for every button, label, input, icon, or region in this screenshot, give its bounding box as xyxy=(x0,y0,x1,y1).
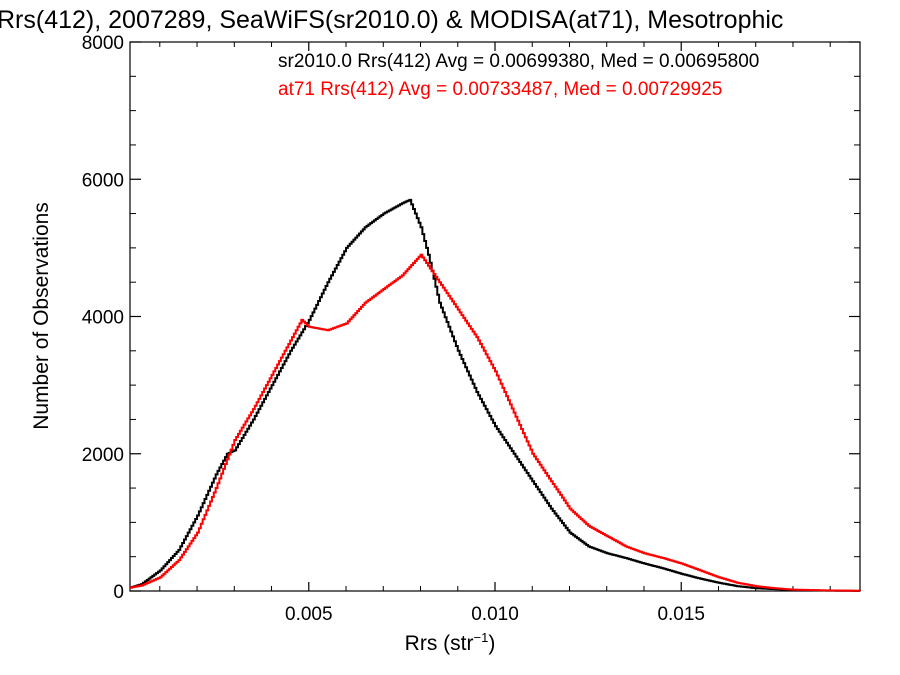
y-tick-label: 4000 xyxy=(82,308,124,329)
legend-entry-series-1: sr2010.0 Rrs(412) Avg = 0.00699380, Med … xyxy=(278,51,759,72)
x-axis-label-close: ) xyxy=(488,632,495,655)
legend: sr2010.0 Rrs(412) Avg = 0.00699380, Med … xyxy=(278,51,759,100)
y-tick-label: 8000 xyxy=(82,33,124,54)
legend-entry-series-2: at71 Rrs(412) Avg = 0.00733487, Med = 0.… xyxy=(278,79,722,100)
chart-title: Rrs(412), 2007289, SeaWiFS(sr2010.0) & M… xyxy=(0,6,783,34)
x-tick-label: 0.015 xyxy=(657,604,705,625)
y-axis-label: Number of Observations xyxy=(30,202,53,430)
x-tick-label: 0.005 xyxy=(285,604,333,625)
x-axis-label: Rrs (str−1) xyxy=(405,630,496,655)
axes-ticks: 0.005 0.010 0.015 0 2000 4000 6000 8000 xyxy=(82,33,860,625)
y-tick-label: 6000 xyxy=(82,170,124,191)
x-tick-label: 0.010 xyxy=(471,604,519,625)
x-axis-label-base: Rrs (str xyxy=(405,632,474,655)
series-line-2 xyxy=(130,253,861,592)
y-tick-label: 0 xyxy=(113,582,124,603)
series-group xyxy=(130,198,861,592)
y-tick-label: 2000 xyxy=(82,445,124,466)
series-line-1 xyxy=(130,198,861,592)
plot-frame xyxy=(129,41,861,592)
x-axis-label-superscript: −1 xyxy=(474,630,489,645)
